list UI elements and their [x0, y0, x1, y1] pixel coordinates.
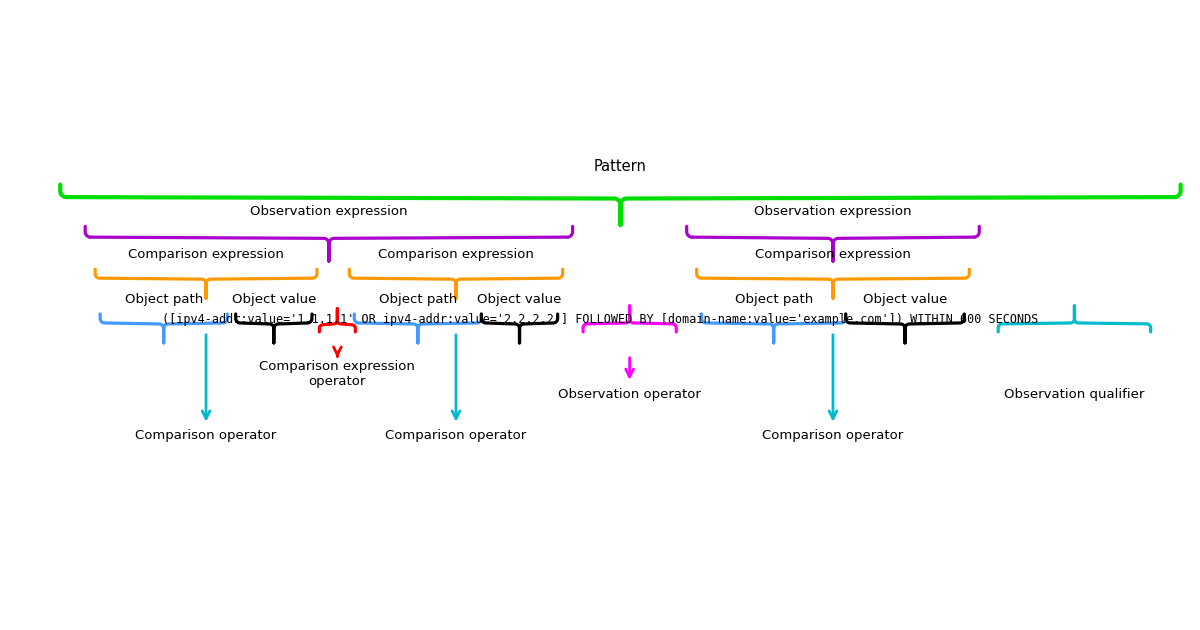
Text: Comparison expression: Comparison expression [128, 248, 284, 261]
Text: Observation operator: Observation operator [558, 387, 701, 401]
Text: Observation qualifier: Observation qualifier [1004, 387, 1145, 401]
Text: Object value: Object value [478, 293, 562, 306]
Text: Comparison expression
operator: Comparison expression operator [259, 360, 415, 388]
Text: Observation expression: Observation expression [250, 205, 408, 219]
Text: Object path: Object path [125, 293, 203, 306]
Text: Comparison expression: Comparison expression [378, 248, 534, 261]
Text: Comparison operator: Comparison operator [762, 430, 904, 442]
Text: Comparison operator: Comparison operator [385, 430, 527, 442]
Text: Object value: Object value [863, 293, 947, 306]
Text: Object path: Object path [734, 293, 812, 306]
Text: ([ipv4-addr:value='1.1.1.1' OR ipv4-addr:value='2.2.2.2'] FOLLOWED BY [domain-na: ([ipv4-addr:value='1.1.1.1' OR ipv4-addr… [162, 314, 1038, 326]
Text: Pattern: Pattern [594, 159, 647, 174]
Text: Observation expression: Observation expression [755, 205, 912, 219]
Text: Object path: Object path [379, 293, 457, 306]
Text: Object value: Object value [232, 293, 316, 306]
Text: Comparison expression: Comparison expression [755, 248, 911, 261]
Text: Comparison operator: Comparison operator [136, 430, 277, 442]
